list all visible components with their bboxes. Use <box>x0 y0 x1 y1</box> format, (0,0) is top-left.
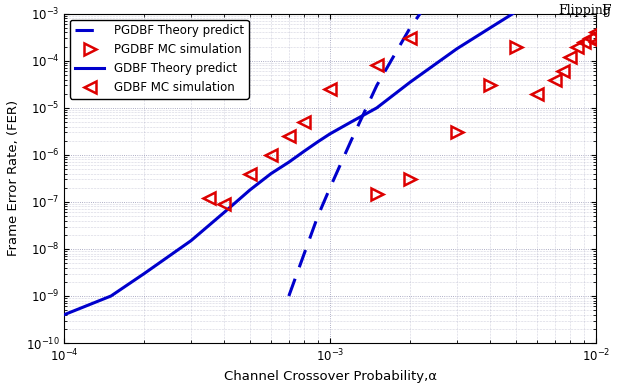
Legend: PGDBF Theory predict, PGDBF MC simulation, GDBF Theory predict, GDBF MC simulati: PGDBF Theory predict, PGDBF MC simulatio… <box>70 20 249 99</box>
Text: Flipping: Flipping <box>558 4 611 17</box>
Text: F: F <box>601 4 611 18</box>
Y-axis label: Frame Error Rate, (FER): Frame Error Rate, (FER) <box>7 100 20 257</box>
X-axis label: Channel Crossover Probability,α: Channel Crossover Probability,α <box>223 370 436 383</box>
